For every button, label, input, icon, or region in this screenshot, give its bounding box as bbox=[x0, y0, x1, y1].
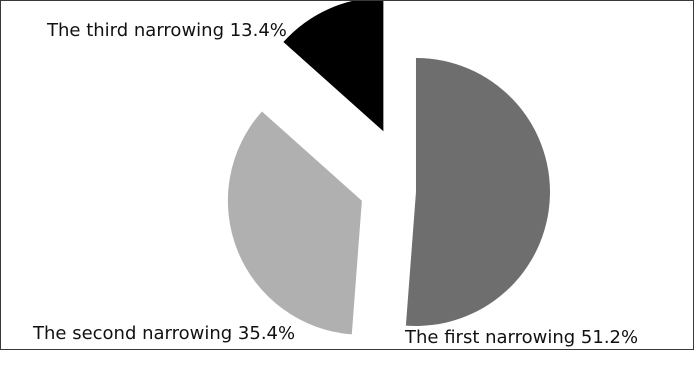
pie-chart bbox=[227, 1, 550, 335]
label-third-narrowing: The third narrowing 13.4% bbox=[47, 20, 287, 41]
pie-slice-2 bbox=[227, 111, 362, 335]
pie-slice-3 bbox=[283, 1, 384, 132]
label-second-narrowing: The second narrowing 35.4% bbox=[33, 323, 296, 344]
chart-frame: The first narrowing 51.2% The second nar… bbox=[0, 0, 694, 350]
pie-slice-1 bbox=[405, 57, 550, 326]
label-first-narrowing: The first narrowing 51.2% bbox=[405, 327, 639, 348]
